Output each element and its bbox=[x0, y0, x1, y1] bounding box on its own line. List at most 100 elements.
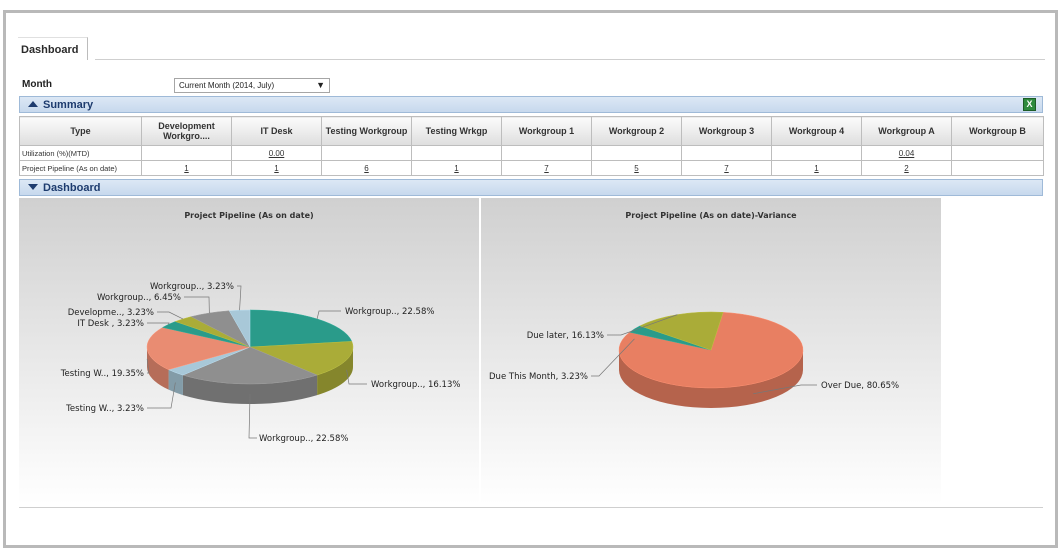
excel-icon[interactable]: X bbox=[1023, 98, 1036, 111]
cell-link[interactable]: 5 bbox=[634, 163, 639, 173]
tab-divider bbox=[95, 59, 1045, 60]
column-header: Type bbox=[19, 116, 142, 146]
table-row: Project Pipeline (As on date) 1 1 6 1 7 5 7 1 2 bbox=[19, 160, 1044, 176]
summary-title: Summary bbox=[43, 99, 94, 111]
pie-label-connector bbox=[147, 382, 176, 409]
cell-link[interactable]: 0.04 bbox=[898, 148, 915, 158]
table-cell bbox=[141, 145, 232, 161]
pie-slice-side bbox=[147, 347, 169, 390]
pie-label-connector bbox=[753, 384, 817, 395]
pie-slice-label: Due later, 16.13% bbox=[527, 331, 604, 341]
table-cell bbox=[771, 145, 862, 161]
pie-slice-label: Over Due, 80.65% bbox=[821, 381, 899, 391]
dropdown-arrow-icon: ▼ bbox=[316, 80, 325, 90]
pie-label-connector bbox=[607, 314, 678, 336]
column-header: Workgroup 1 bbox=[501, 116, 592, 146]
summary-table: Type Development Workgro.... IT Desk Testin… bbox=[19, 116, 1044, 176]
column-header: Development Workgro.... bbox=[141, 116, 232, 146]
pipeline-pie-svg: Workgroup.., 22.58% Workgroup.., 16.13% Wo… bbox=[60, 282, 461, 444]
dashboard-section-header[interactable]: Dashboard bbox=[19, 179, 1043, 196]
pie-label-connector bbox=[157, 311, 184, 320]
collapse-down-icon bbox=[28, 184, 38, 190]
cell-link[interactable]: 7 bbox=[544, 163, 549, 173]
row-label: Utilization (%)(MTD) bbox=[19, 145, 142, 161]
table-cell: 6 bbox=[321, 160, 412, 176]
column-header: Workgroup 2 bbox=[591, 116, 682, 146]
pie-slice-label: Workgroup.., 22.58% bbox=[259, 434, 348, 444]
table-cell: 7 bbox=[681, 160, 772, 176]
summary-section-header[interactable]: Summary X bbox=[19, 96, 1043, 113]
tab-dashboard[interactable]: Dashboard bbox=[18, 37, 89, 60]
cell-link[interactable]: 1 bbox=[814, 163, 819, 173]
variance-pie-svg: Over Due, 80.65% Due This Month, 3.23% Due… bbox=[489, 311, 899, 408]
pie-label-connector bbox=[316, 310, 341, 320]
pie-slice-label: IT Desk , 3.23% bbox=[77, 319, 144, 329]
table-cell bbox=[501, 145, 592, 161]
pie-slice-label: Workgroup.., 6.45% bbox=[97, 293, 181, 303]
collapse-up-icon bbox=[28, 101, 38, 107]
column-header: IT Desk bbox=[231, 116, 322, 146]
cell-link[interactable]: 0.00 bbox=[268, 148, 285, 158]
table-cell bbox=[591, 145, 682, 161]
cell-link[interactable]: 1 bbox=[184, 163, 189, 173]
pie-slice-side bbox=[317, 347, 353, 396]
pie-label-connector bbox=[591, 338, 635, 377]
table-cell: 1 bbox=[771, 160, 862, 176]
pie-label-connector bbox=[346, 369, 367, 385]
cell-link[interactable]: 7 bbox=[724, 163, 729, 173]
footer-divider bbox=[19, 507, 1043, 508]
pie-slice-label: Workgroup.., 3.23% bbox=[150, 282, 234, 292]
pie-label-connector bbox=[237, 285, 242, 311]
pie-slice[interactable] bbox=[249, 309, 353, 348]
pie-slice-label: Testing W.., 19.35% bbox=[60, 369, 144, 379]
table-cell bbox=[951, 160, 1044, 176]
month-select[interactable]: Current Month (2014, July) ▼ bbox=[174, 78, 330, 93]
table-cell bbox=[951, 145, 1044, 161]
table-cell: 0.04 bbox=[861, 145, 952, 161]
month-filter: Month Current Month (2014, July) ▼ bbox=[22, 78, 1042, 94]
pie-slice-side bbox=[619, 350, 803, 408]
table-cell: 1 bbox=[141, 160, 232, 176]
table-cell: 2 bbox=[861, 160, 952, 176]
cell-link[interactable]: 2 bbox=[904, 163, 909, 173]
table-cell: 1 bbox=[231, 160, 322, 176]
dashboard-title: Dashboard bbox=[43, 182, 101, 194]
pie-label-connector bbox=[184, 296, 210, 314]
pipeline-chart-title: Project Pipeline (As on date) bbox=[184, 211, 314, 220]
column-header: Workgroup A bbox=[861, 116, 952, 146]
month-label: Month bbox=[22, 79, 52, 90]
pie-slice-label: Testing W.., 3.23% bbox=[65, 404, 144, 414]
summary-header-row: Type Development Workgro.... IT Desk Testin… bbox=[19, 116, 1044, 146]
month-select-value: Current Month (2014, July) bbox=[179, 81, 275, 90]
tab-strip: Dashboard bbox=[15, 37, 1045, 67]
pie-label-connector bbox=[146, 358, 150, 374]
table-cell: 0.00 bbox=[231, 145, 322, 161]
pie-slice[interactable] bbox=[249, 341, 354, 376]
pie-slice-side bbox=[168, 369, 183, 396]
pie-slice-label: Workgroup.., 22.58% bbox=[345, 307, 434, 317]
pie-slice-label: Workgroup.., 16.13% bbox=[371, 380, 460, 390]
column-header: Testing Workgroup bbox=[321, 116, 412, 146]
pie-label-connector bbox=[248, 393, 257, 439]
table-cell: 5 bbox=[591, 160, 682, 176]
table-cell bbox=[411, 145, 502, 161]
column-header: Workgroup 3 bbox=[681, 116, 772, 146]
pie-slice-label: Developme.., 3.23% bbox=[68, 308, 154, 318]
variance-chart-title: Project Pipeline (As on date)-Variance bbox=[625, 211, 797, 220]
pie-slice[interactable] bbox=[146, 327, 251, 370]
column-header: Testing Wrkgp bbox=[411, 116, 502, 146]
column-header: Workgroup 4 bbox=[771, 116, 862, 146]
cell-link[interactable]: 6 bbox=[364, 163, 369, 173]
table-cell: 1 bbox=[411, 160, 502, 176]
table-cell bbox=[681, 145, 772, 161]
cell-link[interactable]: 1 bbox=[274, 163, 279, 173]
column-header: Workgroup B bbox=[951, 116, 1044, 146]
table-cell: 7 bbox=[501, 160, 592, 176]
pie-label-connector bbox=[147, 322, 170, 325]
pie-slice[interactable] bbox=[182, 346, 318, 385]
table-row: Utilization (%)(MTD) 0.00 0.04 bbox=[19, 145, 1044, 161]
variance-chart: Project Pipeline (As on date)-Variance O… bbox=[481, 198, 941, 504]
table-cell bbox=[321, 145, 412, 161]
row-label: Project Pipeline (As on date) bbox=[19, 160, 142, 176]
cell-link[interactable]: 1 bbox=[454, 163, 459, 173]
